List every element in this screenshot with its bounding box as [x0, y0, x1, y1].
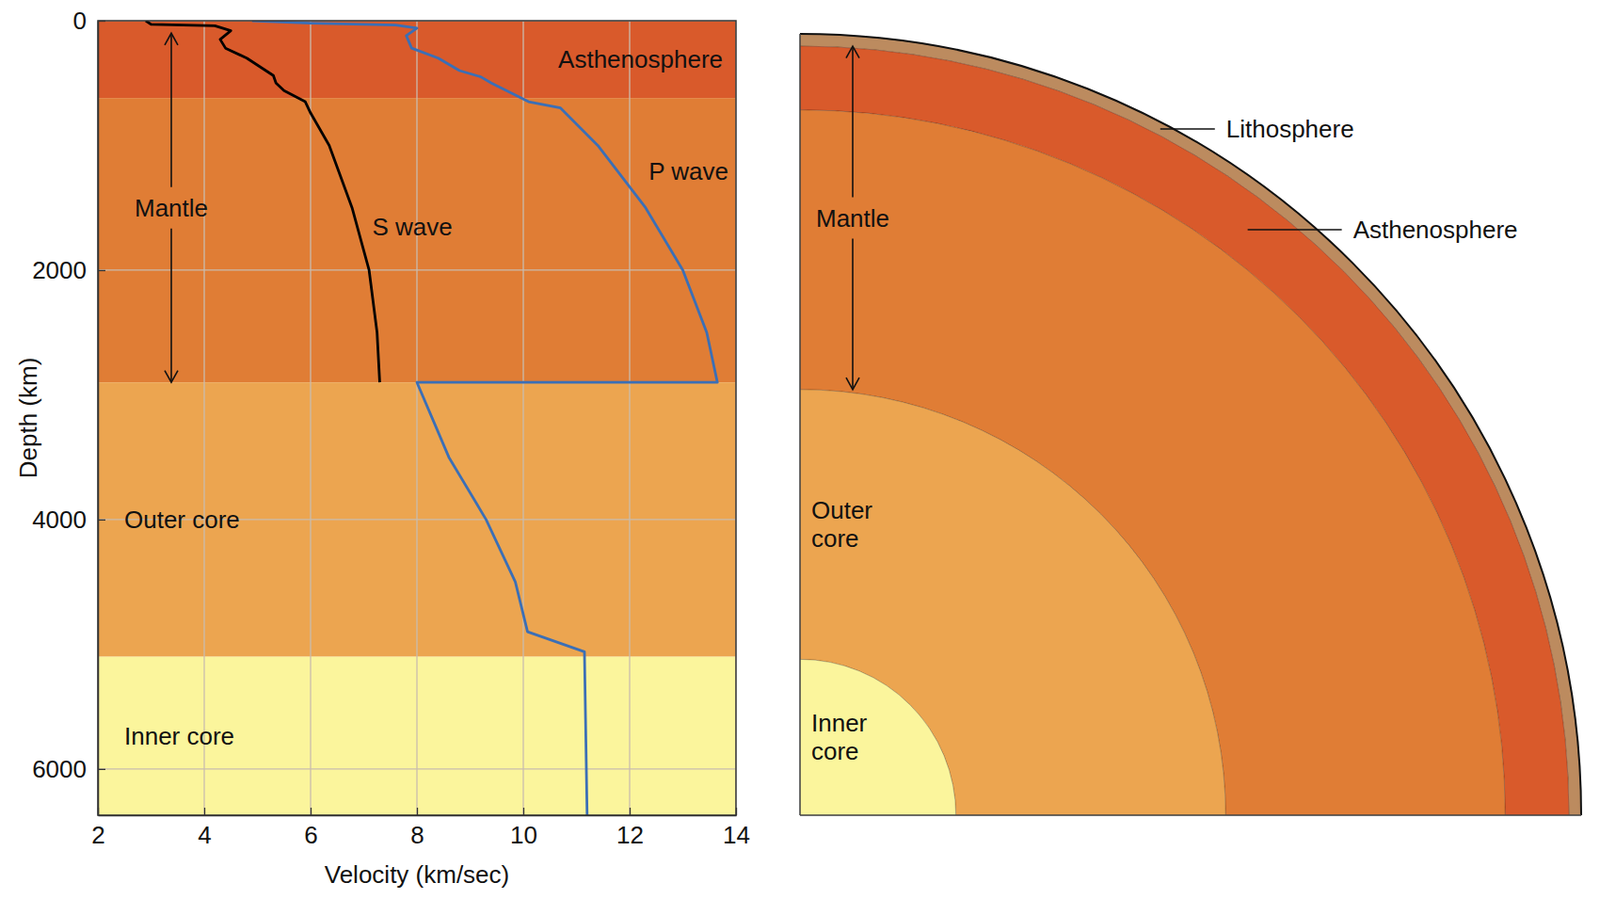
tick-label: 6 [304, 820, 318, 849]
tick-label: 8 [410, 820, 424, 849]
tick-label: 14 [722, 820, 751, 849]
tick-mark [97, 20, 106, 22]
arrow-shaft [851, 238, 854, 389]
tick-mark [523, 807, 525, 816]
arrow-shaft [170, 32, 173, 187]
tick-mark [97, 519, 106, 521]
arrow-shaft [851, 46, 854, 197]
grid-line-y [97, 269, 736, 271]
outline-edge [800, 814, 1582, 816]
arrow-head [846, 46, 860, 59]
figure: 2 4 6 8 10 12 14 0 2000 4000 6000 Velocity (km/sec)… [0, 0, 1600, 899]
tick-mark [629, 807, 631, 816]
layer-label: Asthenosphere [558, 45, 723, 74]
layer-label: Inner core [124, 721, 235, 751]
tick: 0 [73, 6, 106, 35]
grid-line-x [309, 20, 311, 816]
layer-labels: Lithosphere Asthenosphere Mantle Outercore I… [811, 46, 1519, 766]
plot-area [97, 20, 736, 816]
layer-ring [800, 33, 1582, 816]
layer-label: Asthenosphere [1353, 215, 1519, 244]
layer-label: Mantle [816, 204, 890, 233]
tick: 14 [722, 807, 751, 849]
tick-label: 0 [73, 6, 87, 35]
y-axis: 0 2000 4000 6000 [32, 6, 106, 816]
tick-label: 6000 [32, 754, 87, 784]
series-label: P wave [648, 157, 729, 186]
layer-ring [800, 389, 1226, 816]
tick: 4000 [32, 505, 106, 534]
tick-label: 4000 [32, 505, 87, 534]
outline-edge [799, 33, 801, 816]
tick-label: 2 [91, 820, 105, 849]
leader-line [1248, 228, 1343, 231]
arrow-head [846, 377, 860, 390]
x-axis-title: Velocity (km/sec) [324, 860, 511, 889]
layer-label: Mantle [134, 193, 208, 223]
leader-line [1160, 128, 1216, 130]
tick: 12 [616, 807, 644, 849]
y-axis-title: Depth (km) [14, 357, 43, 480]
layer-labels: Asthenosphere Mantle Outer core Inner core S… [124, 32, 729, 751]
grid-line-y [97, 768, 736, 769]
arrow-head [164, 32, 178, 46]
cross-section: Lithosphere Asthenosphere Mantle Outercore I… [800, 33, 1582, 816]
tick: 6 [304, 807, 318, 849]
tick-label: 12 [616, 820, 644, 849]
layer-label: Lithosphere [1226, 114, 1355, 144]
tick-mark [736, 807, 737, 816]
tick: 2000 [32, 256, 106, 285]
grid-line-x [97, 20, 99, 816]
layer-ring [800, 658, 957, 816]
y-axis-line [97, 21, 100, 816]
grid-line-x [203, 20, 205, 816]
layer-label: Innercore [811, 708, 868, 766]
tick: 6000 [32, 754, 106, 784]
tick-label: 2000 [32, 256, 87, 285]
layer-label: Outercore [811, 496, 873, 553]
series-label: S wave [372, 212, 453, 241]
arrow-head [164, 370, 178, 384]
tick: 10 [510, 807, 538, 849]
tick-mark [97, 270, 106, 272]
tick-label: 4 [197, 820, 211, 849]
grid-line-x [522, 20, 524, 816]
x-axis: 2 4 6 8 10 12 14 [91, 807, 751, 849]
tick-mark [97, 768, 106, 770]
tick-mark [416, 807, 418, 816]
tick-label: 10 [510, 820, 538, 849]
plot-frame [97, 20, 736, 816]
tick-mark [204, 807, 206, 816]
grid-line-x [416, 20, 417, 816]
outline-arc [800, 33, 1582, 816]
arrow-shaft [170, 228, 173, 383]
tick-mark [310, 807, 312, 816]
tick: 4 [197, 807, 211, 849]
tick: 8 [410, 807, 424, 849]
grid-line-x [628, 20, 630, 816]
layer-label: Outer core [124, 505, 240, 534]
series-line [252, 20, 718, 816]
layer-ring [800, 46, 1569, 816]
